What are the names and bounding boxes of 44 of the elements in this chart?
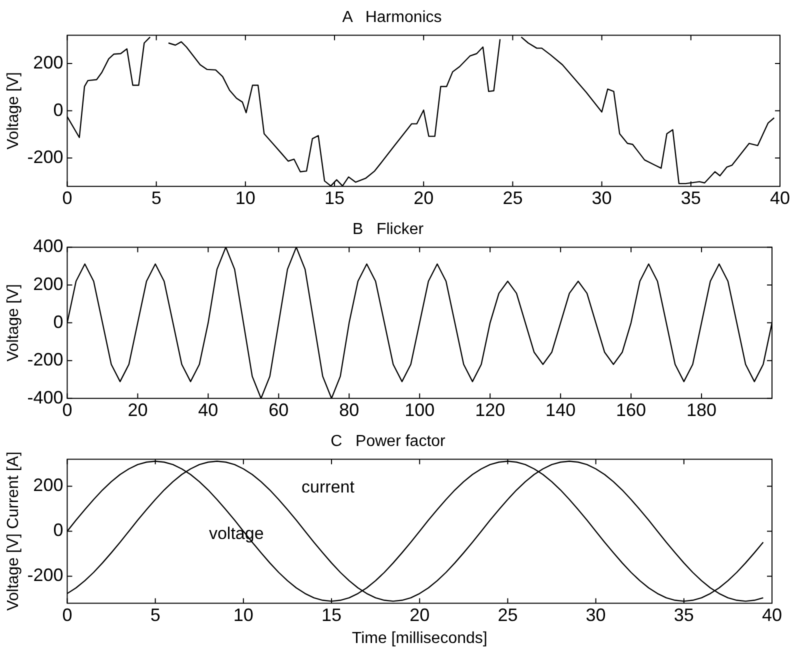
x-tick-label: 5: [150, 604, 160, 625]
y-tick-label: -400: [27, 387, 64, 408]
x-tick-label: 20: [410, 604, 430, 625]
x-tick-label: 80: [339, 400, 360, 420]
y-tick-label: -200: [27, 565, 64, 586]
chart-title: B Flicker: [352, 221, 424, 238]
x-tick-label: 10: [233, 604, 254, 625]
x-tick-label: 40: [770, 188, 790, 208]
x-tick-label: 180: [686, 400, 717, 420]
x-tick-label: 25: [502, 188, 523, 208]
x-tick-label: 10: [235, 188, 256, 208]
y-tick-label: 0: [53, 100, 64, 120]
x-tick-label: 35: [674, 604, 694, 625]
x-tick-label: 30: [592, 188, 612, 208]
chart-title: C Power factor: [330, 433, 446, 450]
x-tick-label: 15: [324, 188, 345, 208]
y-tick-label: 0: [53, 520, 64, 540]
y-tick-label: -200: [27, 350, 64, 370]
x-tick-label: 20: [128, 400, 148, 420]
annotation: current: [302, 478, 355, 497]
y-tick-label: 200: [33, 274, 64, 294]
y-tick-label: 200: [33, 52, 64, 73]
x-tick-label: 40: [762, 604, 782, 625]
x-tick-label: 100: [404, 400, 435, 420]
x-tick-label: 140: [546, 400, 576, 420]
x-axis-title: Time [milliseconds]: [352, 630, 488, 647]
chart-title: A Harmonics: [342, 9, 442, 26]
x-tick-label: 25: [498, 604, 518, 625]
x-tick-label: 60: [268, 400, 289, 420]
y-axis-title: Voltage [V]: [5, 72, 22, 150]
y-tick-label: 200: [33, 475, 64, 496]
x-tick-label: 35: [680, 188, 701, 208]
x-tick-label: 20: [414, 188, 434, 208]
x-tick-label: 30: [586, 604, 606, 625]
y-tick-label: 0: [53, 312, 64, 332]
y-tick-label: 400: [33, 236, 64, 256]
y-axis-title: Voltage [V] Current [A]: [5, 452, 22, 611]
y-tick-label: -200: [27, 147, 64, 168]
y-axis-title: Voltage [V]: [5, 284, 22, 362]
x-tick-label: 160: [616, 400, 646, 420]
x-tick-label: 15: [322, 604, 342, 625]
x-tick-label: 120: [475, 400, 506, 420]
x-tick-label: 5: [151, 188, 162, 208]
x-tick-label: 40: [198, 400, 218, 420]
